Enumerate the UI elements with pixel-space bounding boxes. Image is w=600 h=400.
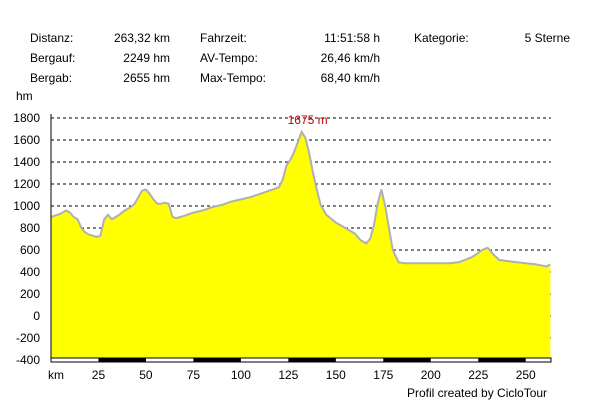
x-tick-label: 175: [373, 368, 393, 382]
y-tick-label: -400: [16, 353, 40, 367]
y-tick-label: 800: [20, 221, 40, 235]
route-stats-panel: Distanz: 263,32 km Bergauf: 2249 hm Berg…: [0, 0, 600, 90]
elevation-outline: [50, 129, 551, 268]
y-tick-label: 1800: [13, 111, 40, 125]
max-elevation-annotation: 1675 m: [288, 113, 328, 127]
x-tick-labels: 25 50 75 100 125 150 175 200 225 250: [92, 368, 536, 382]
x-tick-label: 100: [231, 368, 251, 382]
bergab-value: 2655 hm: [123, 71, 170, 85]
maxtempo-value: 68,40 km/h: [320, 71, 380, 85]
y-tick-label: 0: [33, 309, 40, 323]
x-tick-label: 150: [326, 368, 346, 382]
x-axis-scale-segment: [288, 358, 336, 362]
maxtempo-label: Max-Tempo:: [200, 71, 267, 85]
x-axis-scale-segment: [98, 358, 146, 362]
x-axis-scale-segment: [383, 358, 431, 362]
fahrzeit-label: Fahrzeit:: [200, 31, 247, 45]
elevation-area: [51, 131, 551, 360]
y-tick-label: 200: [20, 287, 40, 301]
avtempo-value: 26,46 km/h: [320, 51, 380, 65]
avtempo-label: AV-Tempo:: [200, 51, 258, 65]
y-tick-label: 1200: [13, 177, 40, 191]
bergab-label: Bergab:: [30, 71, 73, 85]
x-axis-scale-segment: [478, 358, 526, 362]
x-tick-label: 50: [139, 368, 153, 382]
bergauf-value: 2249 hm: [123, 51, 170, 65]
distanz-value: 263,32 km: [113, 31, 170, 45]
kategorie-value: 5 Sterne: [524, 31, 570, 45]
y-tick-label: 600: [20, 243, 40, 257]
chart-axes: [50, 114, 552, 363]
y-tick-label: -200: [16, 331, 40, 345]
x-tick-label: 75: [187, 368, 201, 382]
x-tick-label: 125: [278, 368, 298, 382]
y-axis-label: hm: [16, 89, 33, 103]
y-tick-label: 400: [20, 265, 40, 279]
y-tick-label: 1600: [13, 133, 40, 147]
kategorie-label: Kategorie:: [414, 31, 469, 45]
x-tick-label: 200: [421, 368, 441, 382]
x-tick-label: 25: [92, 368, 106, 382]
y-tick-label: 1000: [13, 199, 40, 213]
x-tick-label: 225: [468, 368, 488, 382]
bergauf-label: Bergauf:: [30, 51, 76, 65]
x-tick-label: 250: [516, 368, 536, 382]
footer-credit: Profil created by CicloTour: [407, 386, 548, 400]
fahrzeit-value: 11:51:58 h: [324, 31, 380, 45]
y-tick-labels: 1800 1600 1400 1200 1000 800 600 400 200 0 -200 -40…: [13, 111, 40, 367]
x-axis-label: km: [48, 368, 64, 382]
x-axis-scale-segment: [193, 358, 241, 362]
distanz-label: Distanz:: [30, 31, 74, 45]
y-tick-label: 1400: [13, 155, 40, 169]
